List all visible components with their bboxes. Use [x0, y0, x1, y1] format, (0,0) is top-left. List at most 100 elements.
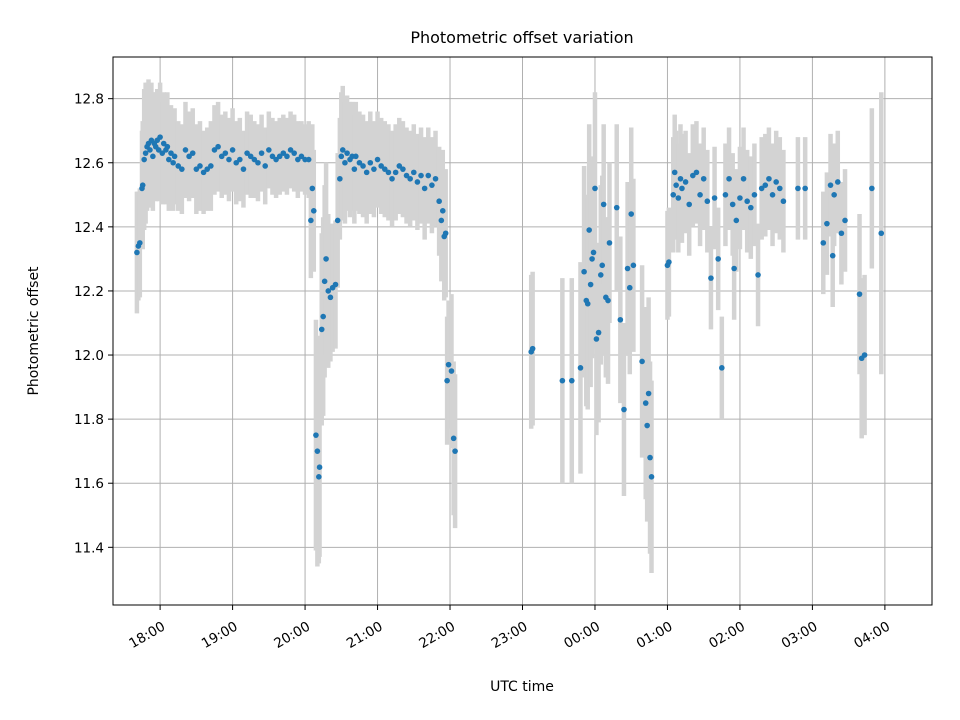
data-point: [795, 185, 801, 192]
data-point: [590, 249, 597, 256]
data-point: [708, 275, 714, 281]
data-point: [147, 147, 153, 153]
data-point: [686, 201, 692, 208]
data-point: [298, 153, 305, 160]
data-point: [445, 361, 452, 368]
data-point: [432, 175, 439, 182]
data-point: [642, 400, 649, 406]
data-point: [325, 288, 332, 294]
data-point: [722, 192, 729, 198]
data-point: [700, 175, 707, 182]
data-point: [776, 185, 783, 192]
data-point: [273, 156, 279, 163]
data-point: [327, 294, 334, 301]
y-axis-ticks: 11.4 11.6 11.8 12.0 12.2 12.4 12.6 12.8: [74, 92, 113, 556]
data-point: [193, 166, 200, 172]
data-point: [351, 166, 358, 172]
data-point: [617, 316, 624, 323]
data-point: [586, 227, 592, 233]
data-points: [134, 134, 885, 480]
chart-title: Photometric offset variation: [410, 28, 633, 47]
data-point: [310, 208, 317, 214]
data-point: [309, 185, 316, 192]
data-point: [773, 179, 779, 185]
data-point: [284, 153, 290, 160]
data-point: [356, 159, 363, 166]
data-point: [233, 159, 240, 166]
data-point: [320, 313, 326, 320]
data-point: [595, 329, 602, 336]
data-point: [321, 278, 328, 285]
data-point: [134, 249, 140, 256]
data-point: [675, 195, 682, 201]
x-axis-ticks: 18:00 19:00 20:00 21:00 22:00 23:00 00:00 01:00…: [126, 605, 893, 652]
data-point: [748, 204, 754, 211]
data-point: [869, 185, 875, 192]
data-point: [159, 150, 166, 156]
data-point: [337, 175, 343, 182]
data-point: [648, 474, 655, 480]
data-point: [215, 143, 221, 150]
data-point: [237, 156, 243, 163]
data-point: [258, 150, 265, 156]
data-point: [141, 156, 147, 163]
data-point: [353, 153, 359, 160]
x-tick-label: 19:00: [199, 619, 241, 652]
data-point: [414, 179, 421, 185]
data-point: [630, 262, 637, 269]
data-point: [295, 156, 301, 163]
data-point: [208, 163, 214, 169]
data-point: [222, 150, 229, 156]
data-point: [628, 211, 635, 217]
x-tick-label: 22:00: [416, 619, 458, 652]
data-point: [439, 208, 446, 214]
data-point: [442, 230, 449, 237]
x-tick-label: 18:00: [126, 619, 168, 652]
data-point: [218, 153, 225, 160]
x-tick-label: 03:00: [779, 619, 821, 652]
data-point: [262, 163, 269, 169]
data-point: [381, 166, 388, 172]
data-point: [344, 150, 350, 156]
data-point: [802, 185, 808, 192]
data-point: [624, 265, 631, 272]
data-point: [164, 143, 171, 150]
x-tick-label: 02:00: [706, 619, 748, 652]
data-point: [584, 300, 591, 307]
data-point: [182, 147, 189, 153]
data-point: [670, 192, 677, 198]
y-tick-label: 11.4: [74, 540, 104, 556]
data-point: [593, 336, 600, 342]
data-point: [396, 163, 403, 169]
x-axis-label: UTC time: [490, 679, 554, 695]
data-point: [316, 474, 322, 480]
data-point: [314, 448, 321, 454]
data-point: [392, 169, 399, 176]
data-point: [766, 175, 772, 182]
x-tick-label: 21:00: [344, 619, 386, 652]
data-point: [339, 147, 346, 153]
data-point: [834, 179, 841, 185]
data-point: [697, 192, 703, 198]
data-point: [374, 156, 381, 163]
data-point: [597, 272, 604, 278]
data-point: [726, 175, 732, 182]
data-point: [450, 435, 457, 442]
data-point: [367, 159, 374, 166]
data-point: [323, 256, 329, 262]
data-point: [737, 195, 743, 201]
data-point: [744, 198, 750, 205]
x-tick-label: 23:00: [489, 619, 531, 652]
data-point: [842, 217, 848, 224]
data-point: [592, 185, 598, 192]
data-point: [838, 230, 845, 237]
y-axis-label: Photometric offset: [26, 266, 42, 396]
y-tick-label: 11.8: [74, 412, 104, 428]
data-point: [831, 192, 837, 198]
data-point: [269, 153, 276, 160]
data-point: [360, 163, 366, 169]
data-point: [758, 185, 765, 192]
data-point: [142, 150, 149, 156]
data-point: [581, 268, 587, 275]
data-point: [820, 240, 827, 246]
